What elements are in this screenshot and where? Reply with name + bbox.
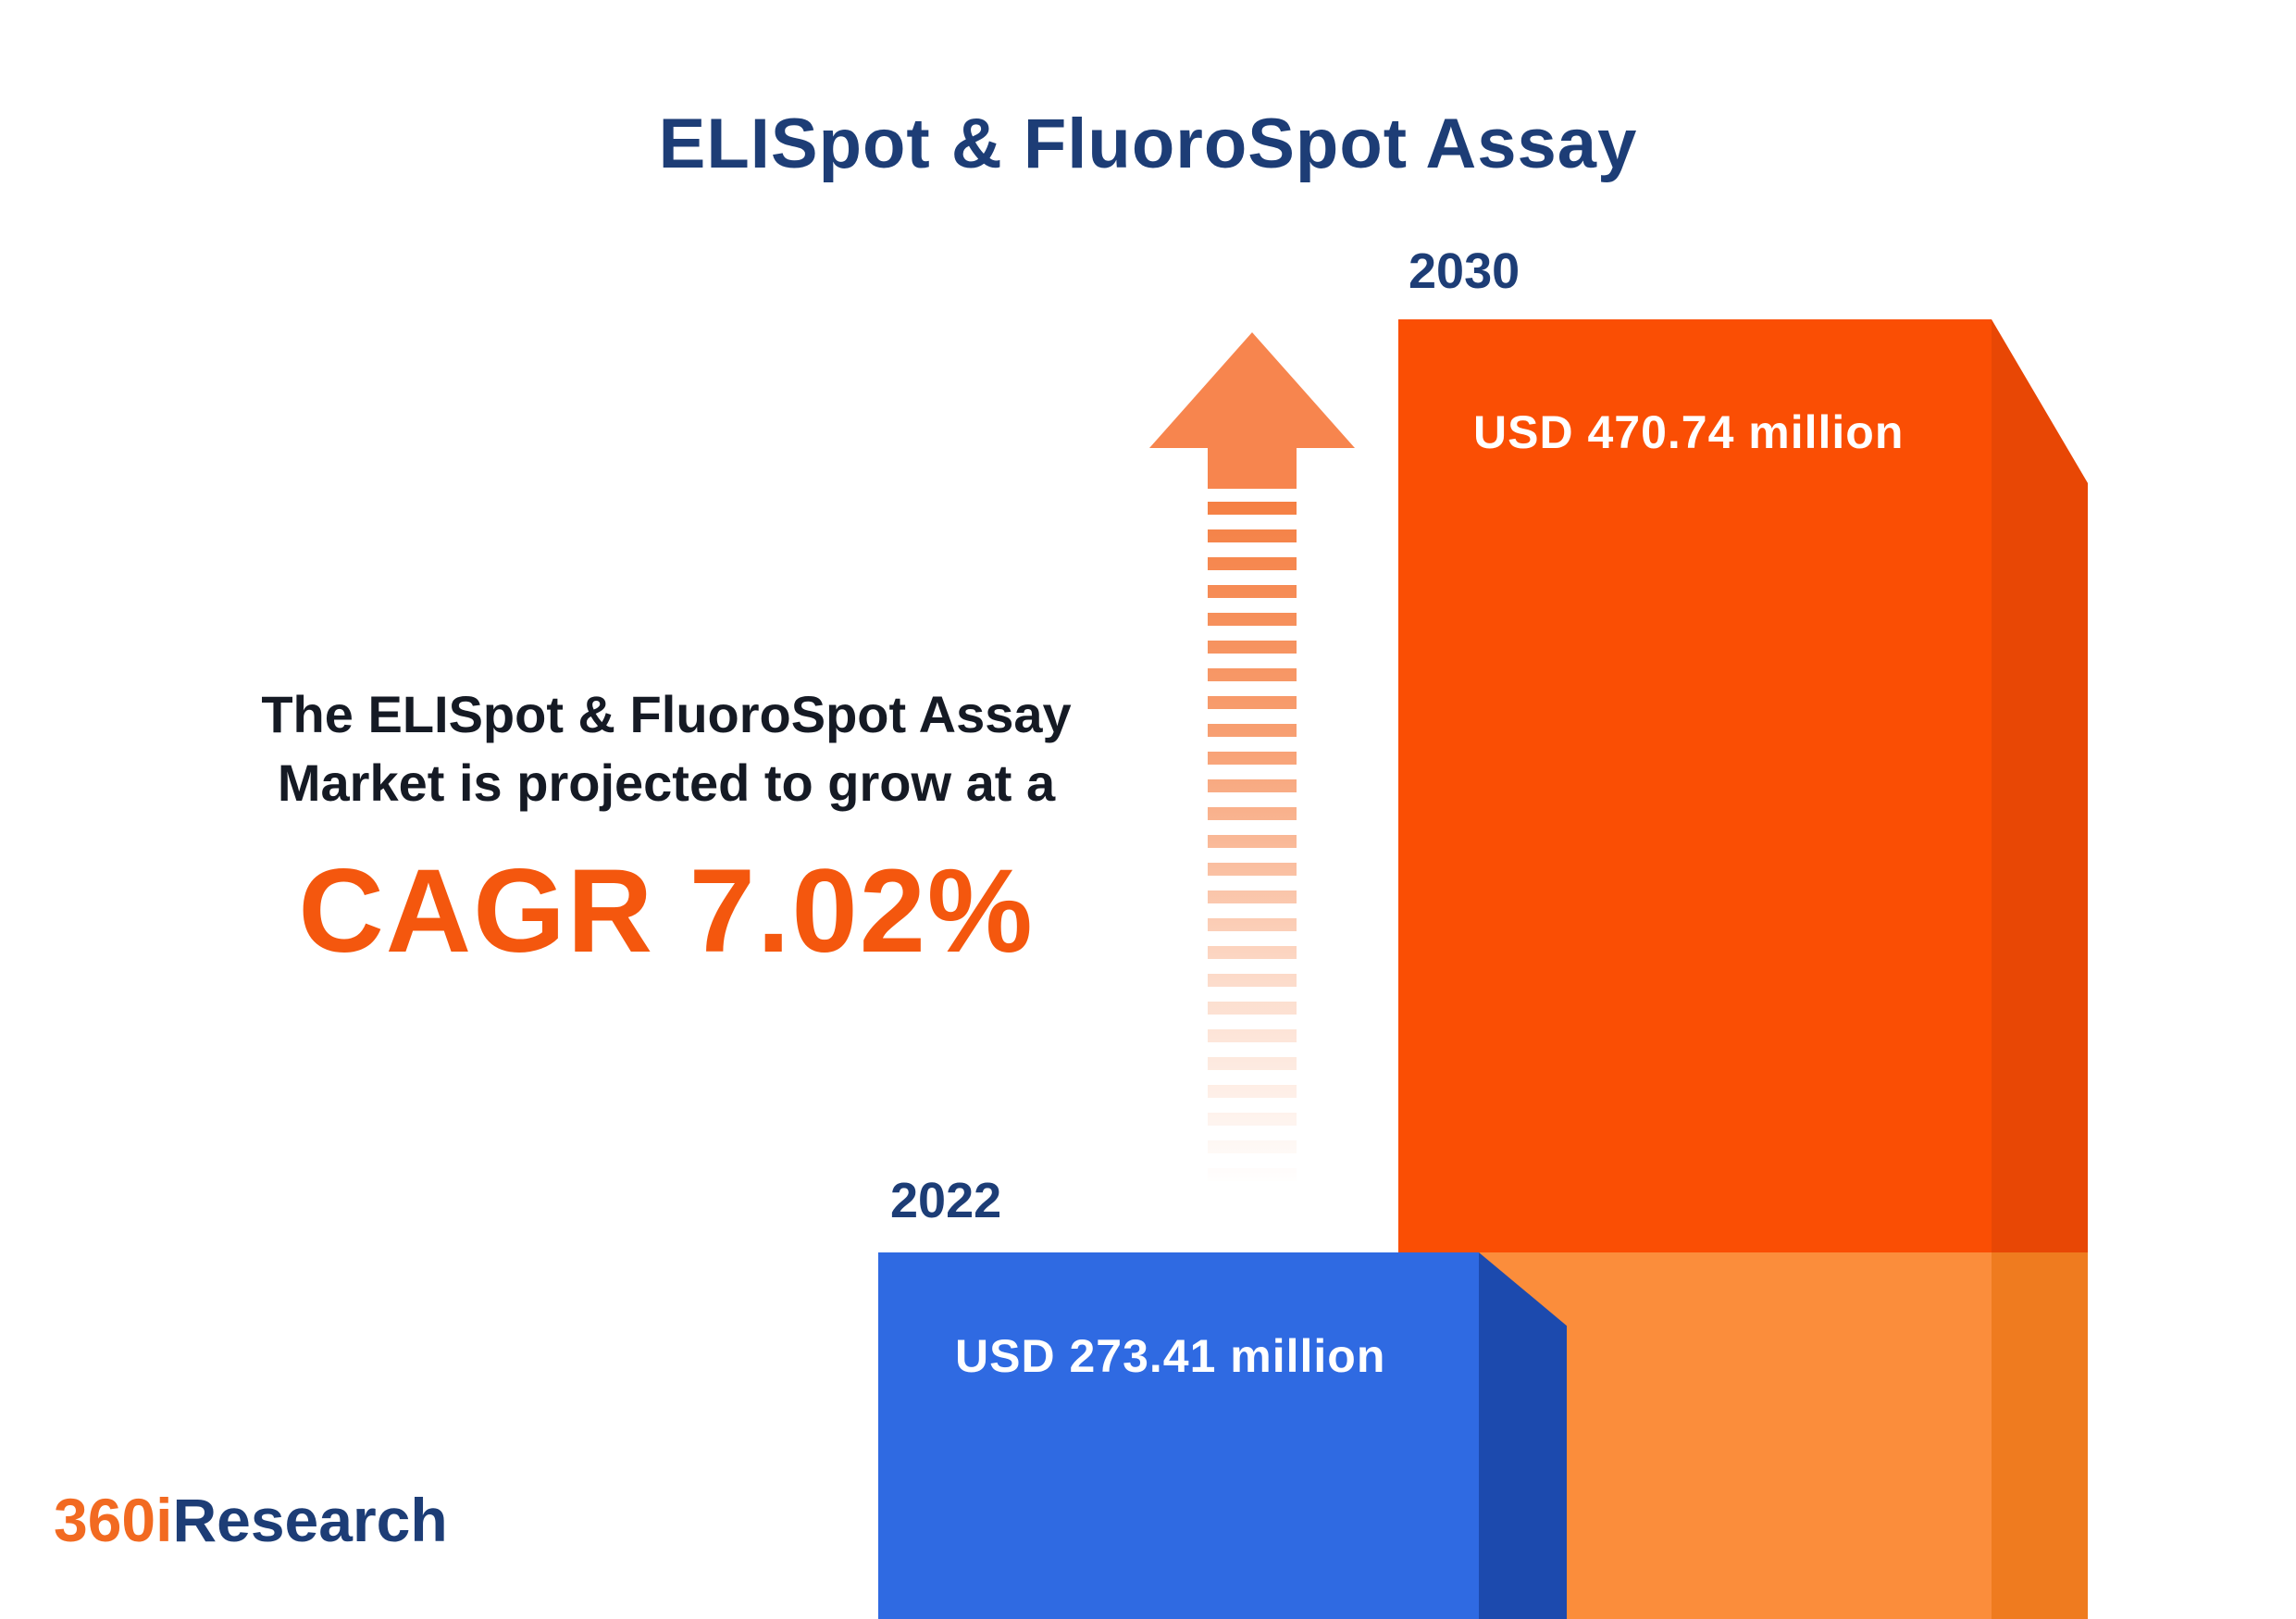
bar-2022-value-label: USD 273.41 million [955,1330,1386,1382]
annotation-block: The ELISpot & FluoroSpot Assay Market is… [130,680,1203,979]
bar-2022-side [1479,1252,1567,1619]
annotation-line-1: The ELISpot & FluoroSpot Assay [261,685,1072,743]
bar-2030-value-label: USD 470.74 million [1473,406,1905,458]
logo-360i: 360i [54,1486,173,1554]
bar-2030-year-label: 2030 [1409,243,1520,299]
bar-2030-side [1992,319,2088,1619]
logo: 360iResearch [54,1485,448,1555]
annotation-line-2: Market is projected to grow at a [277,753,1056,812]
arrow-fade-overlay [1208,502,1297,1187]
bar-2022-year-label: 2022 [890,1173,1002,1228]
arrow-stem [1208,448,1297,489]
logo-research: Research [172,1486,448,1554]
cagr-text: CAGR 7.02% [298,845,1035,978]
page-title: ELISpot & FluoroSpot Assay [658,105,1638,183]
arrow-up-icon [1149,332,1355,448]
bar-2022-front [878,1252,1479,1619]
